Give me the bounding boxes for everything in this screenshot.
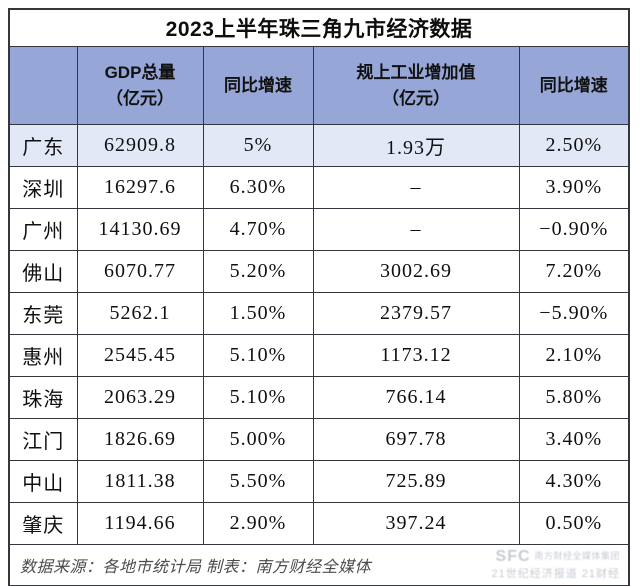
table-title: 2023上半年珠三角九市经济数据 [8, 8, 630, 47]
cell-gdp-yoy: 5.10% [202, 334, 314, 377]
cell-industrial: 397.24 [312, 502, 520, 545]
cell-city: 广东 [8, 124, 78, 167]
cell-city: 佛山 [8, 250, 78, 293]
cell-industrial: 766.14 [312, 376, 520, 419]
column-header-industrial: 规上工业增加值 （亿元） [312, 46, 520, 125]
cell-gdp-yoy: 5.10% [202, 376, 314, 419]
table-body: 广东 62909.8 5% 1.93万 2.50% 深圳 16297.6 6.30% –3.90… [8, 124, 630, 545]
table-row: 深圳 16297.6 6.30% –3.90% [8, 166, 630, 209]
cell-city: 珠海 [8, 376, 78, 419]
table-row: 珠海 2063.29 5.10% 766.14 5.80% [8, 376, 630, 419]
cell-industrial: 3002.69 [312, 250, 520, 293]
watermark-brand-line: 21世纪经济报道 21财经 [491, 567, 621, 580]
cell-industrial: 2379.57 [312, 292, 520, 335]
sfc-logo: SFC [495, 548, 531, 565]
cell-industrial: – [312, 166, 520, 209]
column-header-gdp: GDP总量 （亿元） [76, 46, 204, 125]
footer: 数据来源：各地市统计局 制表：南方财经全媒体 [10, 545, 628, 585]
cell-gdp: 6070.77 [76, 250, 204, 293]
cell-city: 深圳 [8, 166, 78, 209]
footer-row: 数据来源：各地市统计局 制表：南方财经全媒体 SFC 南方财经全媒体集团 21世… [8, 544, 630, 586]
cell-gdp: 1826.69 [76, 418, 204, 461]
cell-city: 东莞 [8, 292, 78, 335]
cell-industrial-yoy: 0.50% [518, 502, 630, 545]
cell-gdp: 2063.29 [76, 376, 204, 419]
cell-city: 中山 [8, 460, 78, 503]
column-header-row: GDP总量 （亿元） 同比增速 规上工业增加值 （亿元） 同比增速 [8, 46, 630, 125]
source-note: 数据来源：各地市统计局 制表：南方财经全媒体 [20, 559, 372, 576]
cell-city: 江门 [8, 418, 78, 461]
cell-gdp-yoy: 6.30% [202, 166, 314, 209]
cell-gdp-yoy: 5.50% [202, 460, 314, 503]
table-row: 惠州 2545.45 5.10% 1173.12 2.10% [8, 334, 630, 377]
cell-gdp: 16297.6 [76, 166, 204, 209]
economy-table: 2023上半年珠三角九市经济数据 GDP总量 （亿元） 同比增速 规上工业增加值 （亿元… [8, 8, 631, 586]
column-header-industrial-yoy: 同比增速 [518, 46, 630, 125]
cell-gdp: 5262.1 [76, 292, 204, 335]
cell-gdp: 62909.8 [76, 124, 204, 167]
cell-industrial-yoy: 7.20% [518, 250, 630, 293]
cell-industrial-yoy: 3.40% [518, 418, 630, 461]
cell-industrial: 1173.12 [312, 334, 520, 377]
table-row: 中山 1811.38 5.50% 725.89 4.30% [8, 460, 630, 503]
cell-industrial-yoy: 2.50% [518, 124, 630, 167]
cell-industrial: 1.93万 [312, 124, 520, 167]
cell-industrial: – [312, 208, 520, 251]
cell-gdp-yoy: 5% [202, 124, 314, 167]
sfc-watermark: SFC 南方财经全媒体集团 21世纪经济报道 21财经 [492, 548, 621, 580]
cell-gdp-yoy: 1.50% [202, 292, 314, 335]
cell-city: 广州 [8, 208, 78, 251]
cell-gdp-yoy: 4.70% [202, 208, 314, 251]
column-header-city [8, 46, 78, 125]
cell-gdp-yoy: 2.90% [202, 502, 314, 545]
table-row: 东莞 5262.1 1.50% 2379.57 −5.90% [8, 292, 630, 335]
title-row: 2023上半年珠三角九市经济数据 [8, 8, 630, 47]
cell-industrial-yoy: 5.80% [518, 376, 630, 419]
cell-industrial-yoy: −5.90% [518, 292, 630, 335]
cell-industrial-yoy: 2.10% [518, 334, 630, 377]
cell-city: 肇庆 [8, 502, 78, 545]
table-row: 肇庆 1194.66 2.90% 397.24 0.50% [8, 502, 630, 545]
cell-gdp: 1811.38 [76, 460, 204, 503]
cell-industrial: 697.78 [312, 418, 520, 461]
cell-gdp: 1194.66 [76, 502, 204, 545]
watermark-company-name: 南方财经全媒体集团 [534, 550, 621, 561]
watermark-top-line: SFC 南方财经全媒体集团 [492, 548, 621, 566]
table-row: 佛山 6070.77 5.20% 3002.69 7.20% [8, 250, 630, 293]
column-header-gdp-yoy: 同比增速 [202, 46, 314, 125]
cell-industrial-yoy: 3.90% [518, 166, 630, 209]
table-row: 广州 14130.69 4.70% – −0.90% [8, 208, 630, 251]
cell-industrial-yoy: −0.90% [518, 208, 630, 251]
cell-gdp: 2545.45 [76, 334, 204, 377]
cell-gdp-yoy: 5.20% [202, 250, 314, 293]
table-row: 广东 62909.8 5% 1.93万 2.50% [8, 124, 630, 167]
cell-industrial: 725.89 [312, 460, 520, 503]
cell-city: 惠州 [8, 334, 78, 377]
cell-gdp-yoy: 5.00% [202, 418, 314, 461]
cell-industrial-yoy: 4.30% [518, 460, 630, 503]
cell-gdp: 14130.69 [76, 208, 204, 251]
table-row: 江门 1826.69 5.00% 697.78 3.40% [8, 418, 630, 461]
